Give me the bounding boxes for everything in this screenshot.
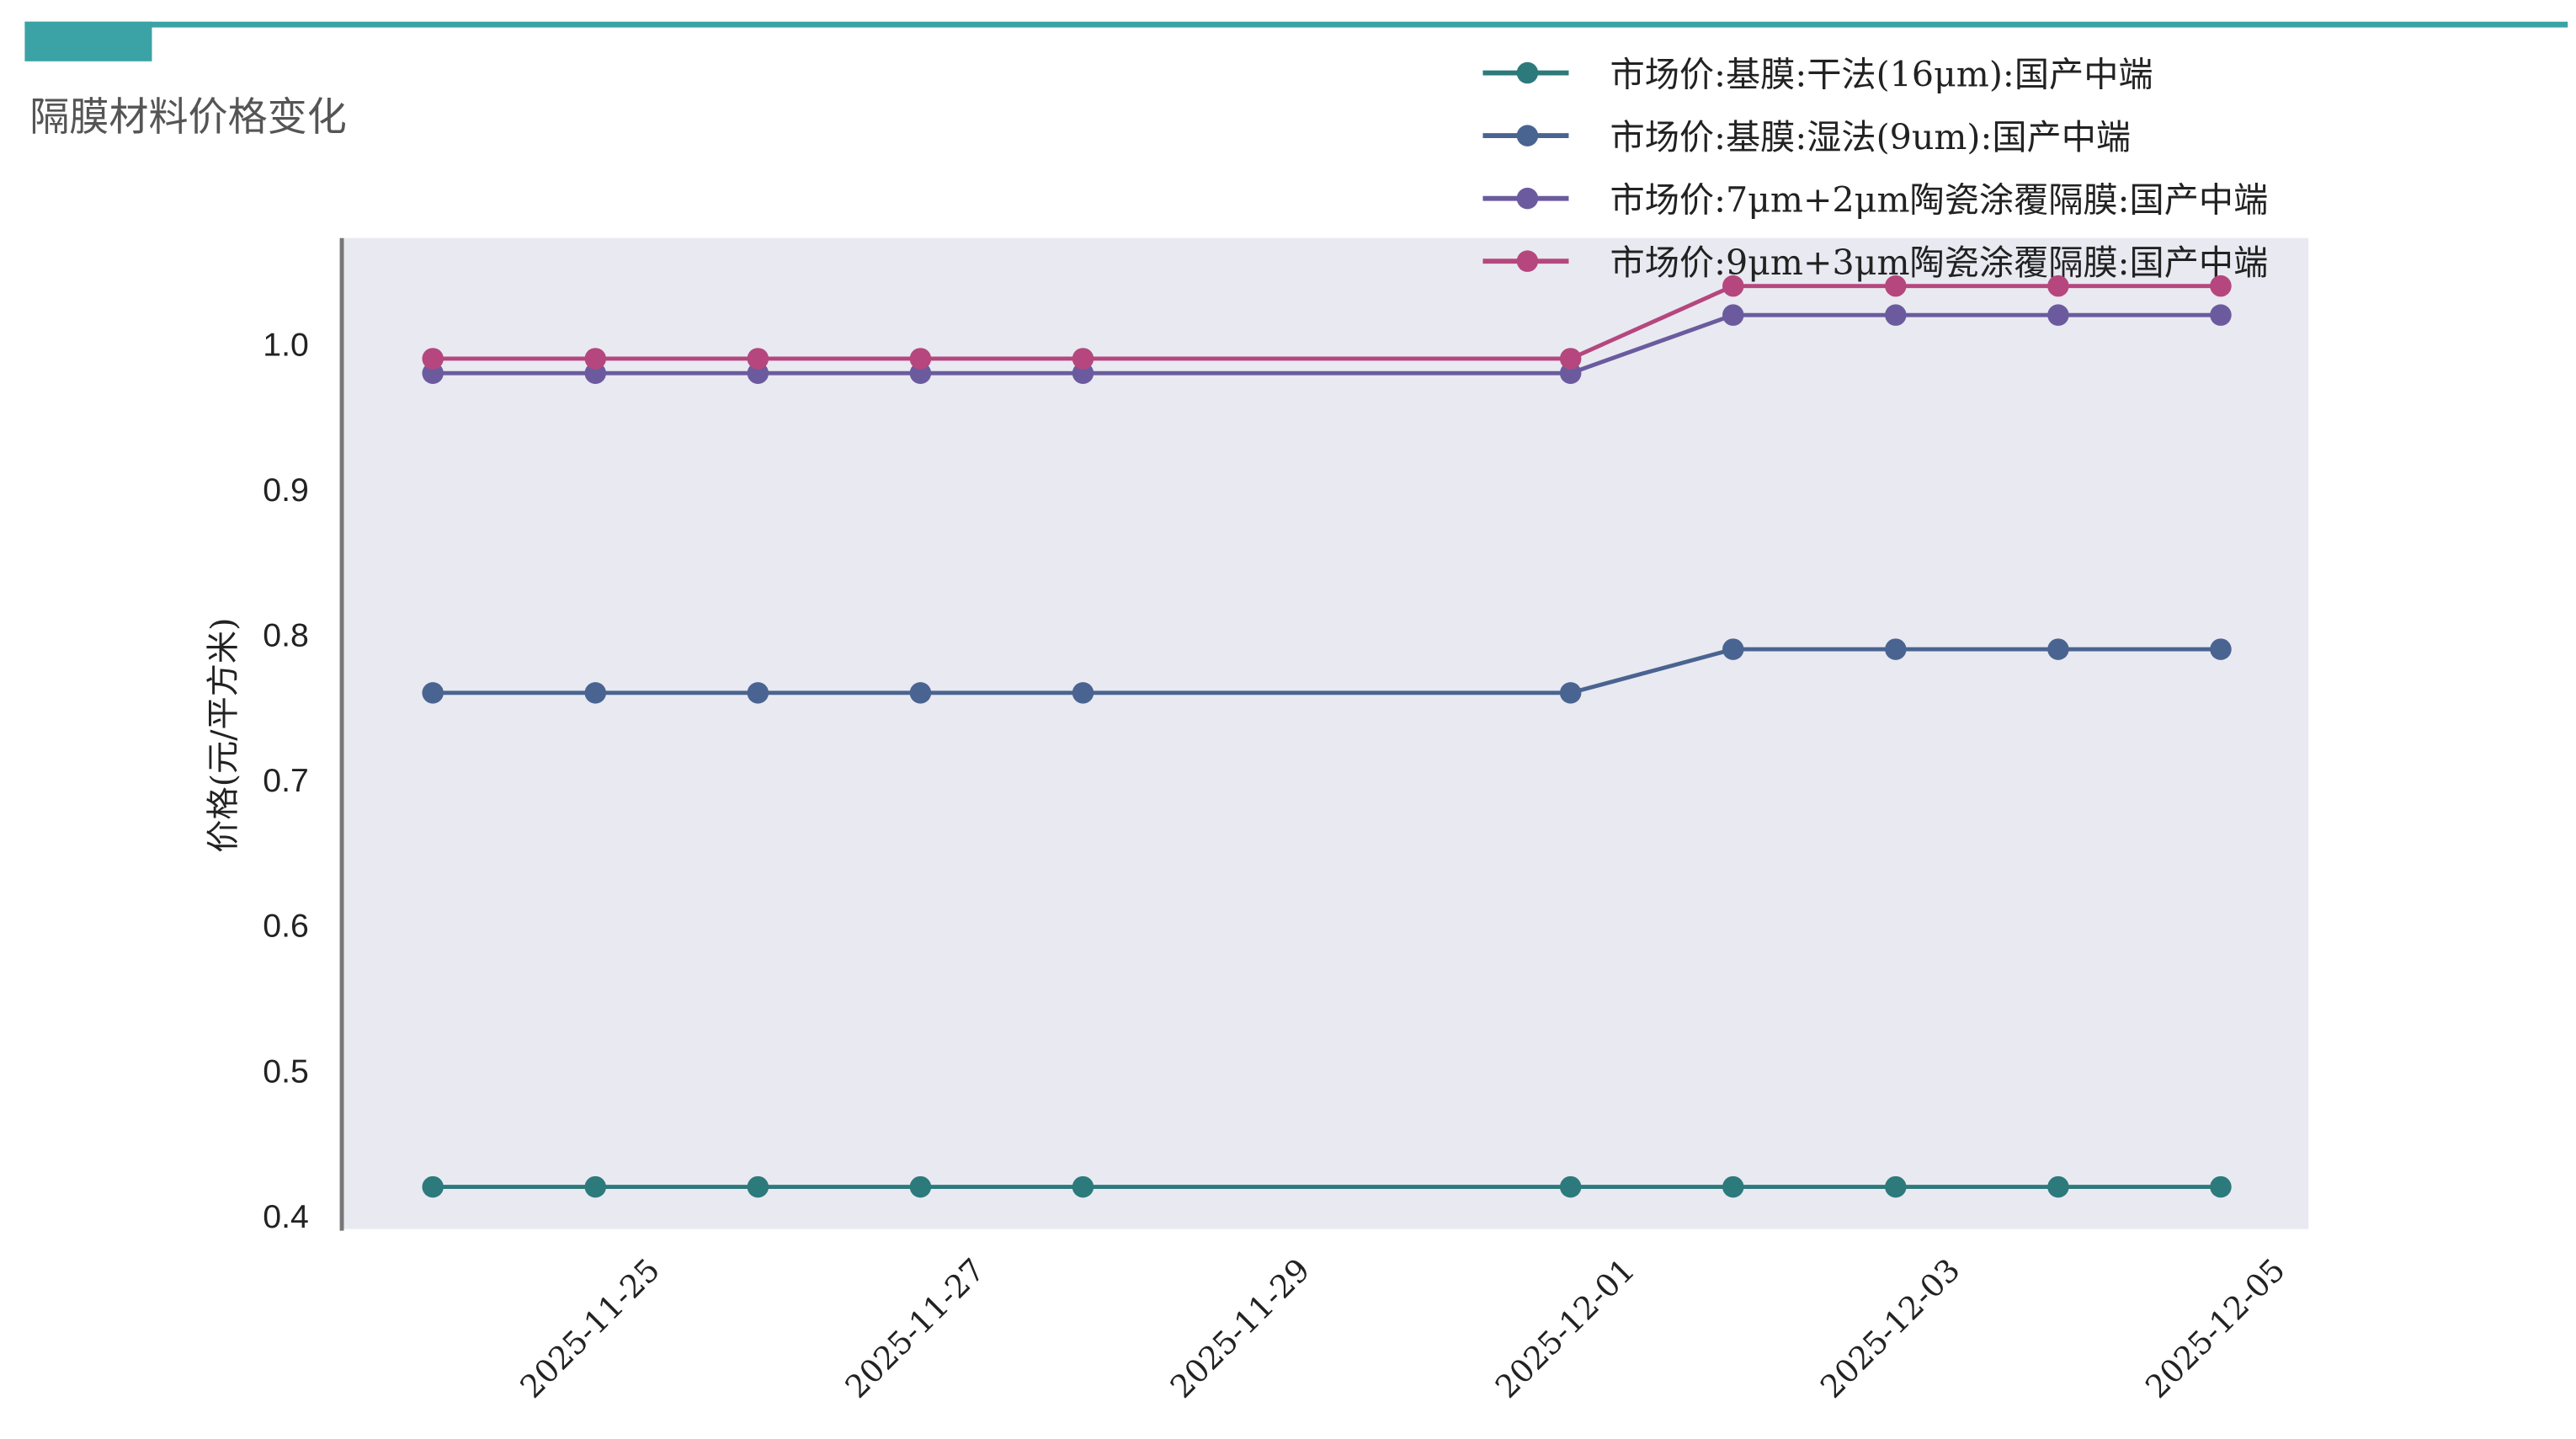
data-point <box>422 682 444 704</box>
data-point <box>1072 348 1094 370</box>
data-point <box>2210 1175 2232 1198</box>
data-point <box>2047 274 2069 297</box>
legend-item: 市场价:9μm+3μm陶瓷涂覆隔膜:国产中端 <box>1482 242 2268 283</box>
data-point <box>1885 638 1907 660</box>
legend-marker <box>1516 125 1539 147</box>
data-point <box>1072 682 1094 704</box>
series-3 <box>422 274 2232 370</box>
data-point <box>2210 274 2232 297</box>
legend-item: 市场价:基膜:干法(16μm):国产中端 <box>1482 54 2153 94</box>
header-rule <box>24 21 2568 28</box>
legend-marker <box>1516 250 1539 272</box>
legend-label: 市场价:基膜:湿法(9um):国产中端 <box>1610 117 2132 157</box>
y-tick-label: 0.5 <box>263 1053 309 1090</box>
data-point <box>909 682 932 704</box>
data-point <box>1885 274 1907 297</box>
series-0 <box>422 1175 2232 1198</box>
data-point <box>1559 682 1582 704</box>
data-point <box>1885 304 1907 326</box>
data-point <box>1885 1175 1907 1198</box>
data-point <box>584 682 607 704</box>
legend-item: 市场价:7μm+2μm陶瓷涂覆隔膜:国产中端 <box>1482 179 2268 220</box>
data-point <box>1559 348 1582 370</box>
data-point <box>2047 304 2069 326</box>
legend-item: 市场价:基膜:湿法(9um):国产中端 <box>1482 117 2131 157</box>
data-point <box>1722 304 1744 326</box>
y-tick-label: 0.9 <box>263 472 309 509</box>
legend-label: 市场价:7μm+2μm陶瓷涂覆隔膜:国产中端 <box>1610 179 2269 220</box>
x-tick-label: 2025-12-03 <box>1813 1251 1967 1405</box>
legend-label: 市场价:基膜:干法(16μm):国产中端 <box>1610 54 2153 94</box>
y-tick-label: 0.4 <box>263 1198 309 1235</box>
y-tick-label: 1.0 <box>263 326 309 363</box>
series-line <box>433 647 2221 696</box>
data-point <box>2210 638 2232 660</box>
data-point <box>2210 304 2232 326</box>
data-point <box>747 1175 769 1198</box>
data-point <box>1722 638 1744 660</box>
x-tick-label: 2025-12-01 <box>1488 1251 1642 1405</box>
legend-label: 市场价:9μm+3μm陶瓷涂覆隔膜:国产中端 <box>1610 242 2269 283</box>
legend-marker <box>1516 61 1539 84</box>
series-line <box>433 312 2221 376</box>
series-line <box>433 284 2221 361</box>
y-axis-label: 价格(元/平方米) <box>205 618 243 853</box>
x-tick-label: 2025-11-29 <box>1163 1251 1317 1405</box>
page-title: 隔膜材料价格变化 <box>29 94 347 141</box>
y-tick-label: 0.8 <box>263 617 309 654</box>
x-tick-label: 2025-12-05 <box>2138 1251 2292 1405</box>
legend-marker <box>1516 187 1539 210</box>
data-point <box>2047 638 2069 660</box>
data-point <box>422 1175 444 1198</box>
y-tick-label: 0.7 <box>263 762 309 799</box>
data-point <box>584 1175 607 1198</box>
plot-area <box>343 237 2309 1229</box>
data-point <box>909 348 932 370</box>
data-point <box>747 348 769 370</box>
data-point <box>909 1175 932 1198</box>
data-point <box>1072 1175 1094 1198</box>
series-1 <box>422 638 2232 704</box>
x-tick-label: 2025-11-27 <box>838 1251 992 1405</box>
header-accent-block <box>24 21 152 61</box>
x-tick-label: 2025-11-25 <box>513 1251 667 1405</box>
data-point <box>1722 274 1744 297</box>
data-point <box>584 348 607 370</box>
data-point <box>2047 1175 2069 1198</box>
data-point <box>1559 1175 1582 1198</box>
data-point <box>422 348 444 370</box>
data-point <box>747 682 769 704</box>
y-tick-label: 0.6 <box>263 908 309 945</box>
data-point <box>1722 1175 1744 1198</box>
